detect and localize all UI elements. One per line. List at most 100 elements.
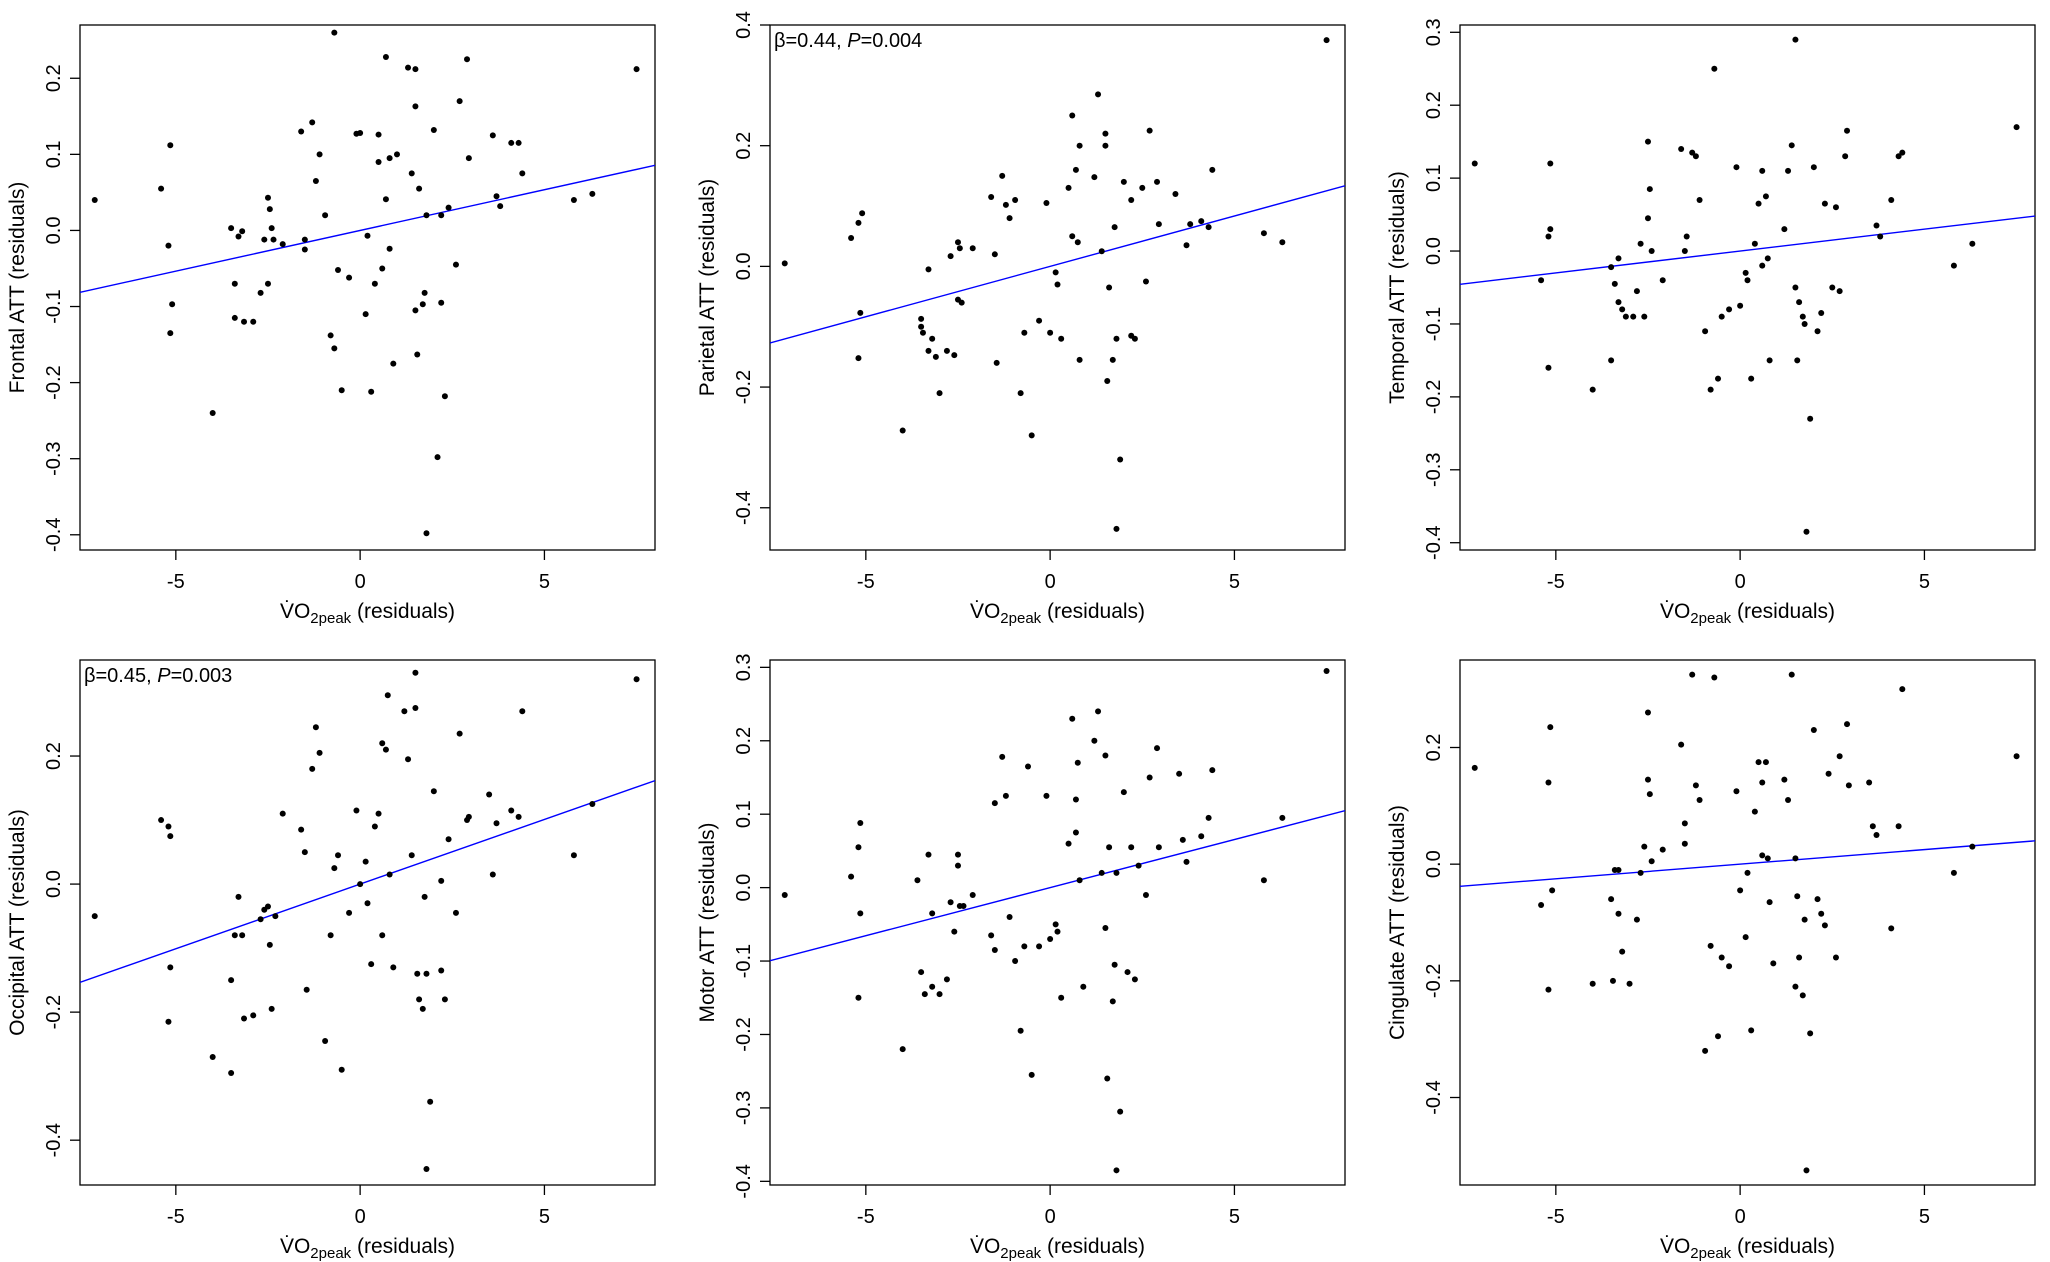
data-point xyxy=(1098,248,1105,255)
x-tick-label: -5 xyxy=(1547,1206,1565,1228)
data-point xyxy=(1012,958,1019,965)
data-point xyxy=(1785,167,1792,174)
data-point xyxy=(405,64,412,71)
data-point xyxy=(1821,200,1828,207)
data-point xyxy=(1074,239,1081,246)
data-point xyxy=(489,132,496,139)
data-point xyxy=(1128,197,1135,203)
y-tick-label: -0.3 xyxy=(43,441,65,475)
data-point xyxy=(1807,1030,1814,1037)
data-point xyxy=(1633,916,1640,923)
data-point xyxy=(1794,893,1801,900)
data-point xyxy=(1877,233,1884,240)
y-axis-label: Parietal ATT (residuals) xyxy=(696,179,719,396)
y-tick-label: -0.4 xyxy=(43,1123,65,1157)
scatter-panel-5: -5 0 5 -0.4 -0.3 -0.2 -0.1 0.0 0.1 0.2 0.3 V̇O2peak… xyxy=(696,653,1346,1262)
data-point xyxy=(1117,1108,1124,1115)
data-point xyxy=(301,849,308,856)
data-point xyxy=(1619,948,1626,955)
data-point xyxy=(438,877,445,884)
data-point xyxy=(925,851,932,858)
data-point xyxy=(1098,869,1105,876)
data-point xyxy=(165,242,172,249)
data-point xyxy=(493,193,500,200)
data-point xyxy=(1120,789,1127,796)
y-tick-label: -0.2 xyxy=(733,1017,755,1051)
regression-line xyxy=(80,779,655,984)
data-point xyxy=(309,119,316,126)
y-tick-label: 0.2 xyxy=(43,742,65,770)
data-point xyxy=(464,56,471,63)
data-point xyxy=(301,236,308,243)
data-point xyxy=(316,749,323,756)
data-point xyxy=(368,388,375,395)
data-point xyxy=(1538,277,1545,284)
x-axis-label: V̇O2peak (residuals) xyxy=(280,600,455,627)
data-point xyxy=(1608,357,1615,364)
x-axis-label: V̇O2peak (residuals) xyxy=(1660,600,1835,627)
data-point xyxy=(921,991,928,998)
data-point xyxy=(250,1012,257,1019)
data-point xyxy=(848,235,855,242)
x-tick-label: 5 xyxy=(1229,571,1240,593)
data-point xyxy=(1742,934,1749,941)
data-point xyxy=(268,225,275,232)
data-point xyxy=(165,1018,172,1025)
data-point xyxy=(515,139,522,146)
data-point xyxy=(1711,674,1718,681)
data-point xyxy=(1017,1027,1024,1034)
data-point xyxy=(441,996,448,1003)
data-point xyxy=(1829,284,1836,291)
data-point xyxy=(1054,281,1061,288)
y-tick-label: 0.3 xyxy=(1423,18,1445,46)
data-point xyxy=(1120,178,1127,185)
data-point xyxy=(1799,992,1806,999)
data-point xyxy=(270,236,277,243)
data-point xyxy=(338,1066,345,1073)
data-point xyxy=(1755,200,1762,207)
data-point xyxy=(925,266,932,273)
data-point xyxy=(1950,869,1957,876)
data-point xyxy=(1715,1033,1722,1040)
data-point xyxy=(1707,386,1714,393)
data-point xyxy=(335,852,342,859)
data-point xyxy=(1072,796,1079,803)
data-point xyxy=(241,1015,248,1022)
data-point xyxy=(1762,759,1769,766)
data-point xyxy=(1702,1047,1709,1054)
data-point xyxy=(1052,921,1059,928)
data-point xyxy=(1748,375,1755,382)
data-point xyxy=(919,329,926,336)
data-point xyxy=(1641,313,1648,320)
x-tick-label: 0 xyxy=(355,1206,366,1228)
data-point xyxy=(1969,240,1976,247)
data-point xyxy=(1113,1167,1120,1174)
data-point xyxy=(1006,913,1013,920)
data-point xyxy=(412,66,419,73)
data-point xyxy=(1095,91,1102,98)
data-point xyxy=(1726,963,1733,970)
data-point xyxy=(1895,153,1902,160)
data-point xyxy=(1113,335,1120,342)
data-point xyxy=(918,969,925,976)
y-tick-label: 0.2 xyxy=(733,727,755,755)
data-point xyxy=(1792,36,1799,43)
data-point xyxy=(899,427,906,434)
data-point xyxy=(914,877,921,884)
y-tick-label: -0.2 xyxy=(1423,380,1445,414)
data-point xyxy=(1058,994,1065,1001)
data-point xyxy=(899,1046,906,1053)
data-point xyxy=(508,139,515,146)
scatter-panel-1: -5 0 5 -0.4 -0.3 -0.2 -0.1 0.0 0.1 0.2 V̇O2peak (r… xyxy=(6,24,656,627)
data-point xyxy=(1323,668,1330,675)
data-point xyxy=(1792,855,1799,862)
y-tick-label: -0.2 xyxy=(1423,964,1445,998)
data-point xyxy=(364,900,371,907)
data-point xyxy=(209,410,216,417)
data-point xyxy=(405,756,412,763)
data-point xyxy=(848,873,855,880)
data-point xyxy=(1681,820,1688,827)
data-point xyxy=(1689,149,1696,156)
data-point xyxy=(1825,770,1832,777)
data-point xyxy=(438,212,445,219)
